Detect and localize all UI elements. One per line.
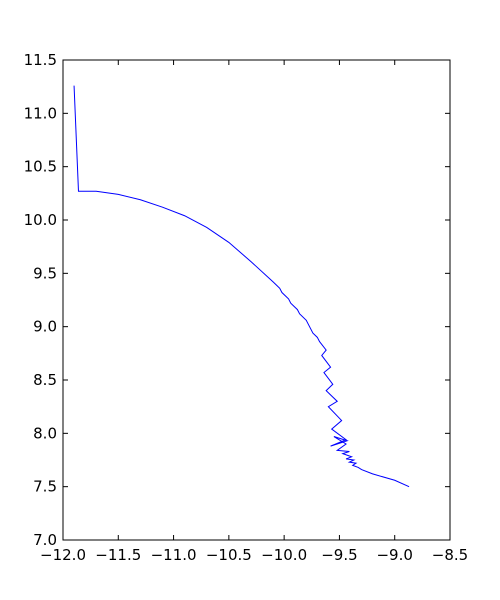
ticks-layer: [62, 59, 451, 541]
x-tick-label: −10.0: [261, 546, 307, 564]
x-tick-labels: −12.0 −11.5 −11.0 −10.5 −10.0 −9.5 −9.0 −8.5: [40, 546, 468, 564]
y-tick-label: 10.0: [24, 211, 57, 229]
series-line: [73, 85, 410, 488]
y-tick-label: 7.5: [33, 478, 57, 496]
y-tick-label: 8.5: [33, 371, 57, 389]
y-tick-label: 10.5: [24, 158, 57, 176]
plot-frame: [62, 59, 451, 541]
y-tick-label: 11.5: [24, 51, 57, 69]
y-tick-label: 9.0: [33, 318, 57, 336]
y-tick-labels: 7.0 7.5 8.0 8.5 9.0 9.5 10.0 10.5 11.0 11.5: [24, 51, 57, 549]
y-tick-label: 11.0: [24, 104, 57, 122]
y-tick-label: 7.0: [33, 531, 57, 549]
x-tick-label: −11.5: [95, 546, 141, 564]
x-tick-label: −12.0: [40, 546, 86, 564]
y-tick-label: 9.5: [33, 264, 57, 282]
series-layer: [73, 85, 410, 488]
y-tick-label: 8.0: [33, 424, 57, 442]
x-tick-label: −9.0: [376, 546, 412, 564]
x-tick-label: −10.5: [206, 546, 252, 564]
x-tick-label: −11.0: [151, 546, 197, 564]
x-tick-label: −8.5: [432, 546, 468, 564]
x-tick-label: −9.5: [321, 546, 357, 564]
